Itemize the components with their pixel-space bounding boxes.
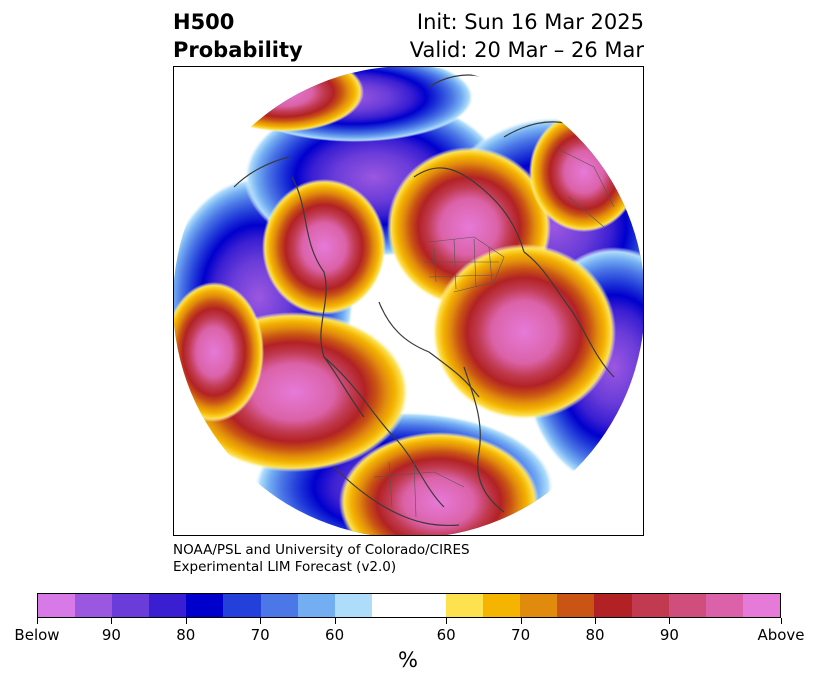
colorbar-swatch bbox=[446, 594, 484, 617]
above-anomaly-northwest bbox=[262, 179, 386, 315]
colorbar-tick-label: 80 bbox=[585, 626, 605, 644]
colorbar-swatch bbox=[631, 594, 669, 617]
colorbar-tick-label: 70 bbox=[511, 626, 531, 644]
colorbar-swatch bbox=[742, 594, 780, 617]
colorbar-tick-label: 80 bbox=[176, 626, 196, 644]
title-right: Init: Sun 16 Mar 2025 Valid: 20 Mar – 26… bbox=[410, 8, 644, 64]
colorbar-swatch bbox=[112, 594, 150, 617]
colorbar-swatch bbox=[223, 594, 261, 617]
colorbar-tick-label: Above bbox=[757, 626, 805, 644]
colorbar-tick bbox=[260, 618, 262, 624]
colorbar-tick bbox=[334, 618, 336, 624]
colorbar bbox=[37, 593, 781, 618]
colorbar-swatch bbox=[483, 594, 521, 617]
colorbar-tick-label: 90 bbox=[101, 626, 121, 644]
colorbar-tick-label: 70 bbox=[250, 626, 270, 644]
colorbar-unit: % bbox=[398, 648, 418, 672]
colorbar-tick bbox=[595, 618, 596, 624]
colorbar-tick bbox=[781, 618, 782, 624]
colorbar-swatch bbox=[520, 594, 558, 617]
credit-line-2: Experimental LIM Forecast (v2.0) bbox=[173, 559, 397, 575]
variable-label: H500 bbox=[173, 10, 235, 34]
colorbar-swatch bbox=[594, 594, 632, 617]
colorbar-tick bbox=[37, 618, 38, 624]
colorbar-tick bbox=[446, 618, 448, 624]
colorbar-swatch bbox=[297, 594, 335, 617]
colorbar-tick bbox=[520, 618, 522, 624]
colorbar-tick bbox=[111, 618, 113, 624]
colorbar-tick-label: 60 bbox=[325, 626, 345, 644]
forecast-map bbox=[173, 66, 644, 536]
polar-map bbox=[174, 67, 643, 535]
credit-line-1: NOAA/PSL and University of Colorado/CIRE… bbox=[173, 542, 470, 558]
title-left: H500 Probability bbox=[173, 8, 303, 64]
anomaly-field bbox=[174, 67, 643, 535]
colorbar-tick-label: 60 bbox=[436, 626, 456, 644]
colorbar-swatch bbox=[260, 594, 298, 617]
colorbar-swatch bbox=[149, 594, 187, 617]
colorbar-swatch bbox=[705, 594, 743, 617]
init-date: Init: Sun 16 Mar 2025 bbox=[416, 10, 644, 34]
political-borders bbox=[373, 146, 615, 518]
colorbar-tick-label: Below bbox=[14, 626, 60, 644]
product-label: Probability bbox=[173, 38, 303, 62]
valid-range: Valid: 20 Mar – 26 Mar bbox=[409, 38, 644, 62]
colorbar-swatch bbox=[75, 594, 113, 617]
colorbar-tick bbox=[669, 618, 671, 624]
colorbar-swatch bbox=[371, 594, 447, 617]
north-pole-marker bbox=[403, 296, 413, 306]
above-anomaly-east-center bbox=[432, 244, 616, 420]
above-anomaly-top-right bbox=[529, 112, 639, 232]
colorbar-swatch bbox=[668, 594, 706, 617]
colorbar-tick-label: 90 bbox=[659, 626, 679, 644]
colorbar-swatch bbox=[334, 594, 372, 617]
colorbar-swatch bbox=[186, 594, 224, 617]
credit-text: NOAA/PSL and University of Colorado/CIRE… bbox=[173, 542, 470, 576]
colorbar-swatch bbox=[557, 594, 595, 617]
colorbar-tick bbox=[185, 618, 187, 624]
colorbar-swatch bbox=[38, 594, 76, 617]
above-anomaly-left-edge bbox=[174, 282, 264, 422]
